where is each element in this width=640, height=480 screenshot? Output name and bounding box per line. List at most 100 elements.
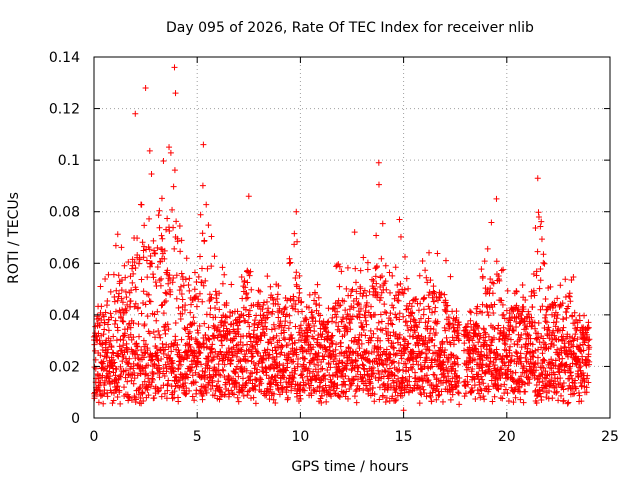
data-point (335, 323, 342, 330)
data-point (141, 371, 148, 378)
data-point (238, 274, 245, 281)
data-point (100, 331, 107, 338)
data-point (196, 290, 203, 297)
data-point (430, 326, 437, 333)
data-point (291, 339, 298, 346)
data-point (282, 367, 289, 374)
data-point (107, 373, 114, 380)
data-point (453, 308, 460, 315)
data-point (194, 327, 201, 334)
data-point (150, 370, 157, 377)
data-point (500, 266, 507, 273)
data-point (246, 307, 253, 314)
data-point (508, 352, 515, 359)
data-point (272, 400, 279, 407)
data-point (308, 309, 315, 316)
data-point (392, 330, 399, 337)
data-point (495, 322, 502, 329)
data-point (215, 378, 222, 385)
data-point (315, 294, 322, 301)
data-point (383, 394, 390, 401)
data-point (438, 388, 445, 395)
data-point (265, 309, 272, 316)
data-point (276, 361, 283, 368)
data-point (195, 273, 202, 280)
data-point (565, 293, 572, 300)
data-point (426, 249, 433, 256)
data-point (100, 358, 107, 365)
data-point (331, 356, 338, 363)
data-point (540, 364, 547, 371)
data-point (395, 360, 402, 367)
data-point (292, 323, 299, 330)
data-point (419, 349, 426, 356)
data-point (552, 323, 559, 330)
data-point (341, 298, 348, 305)
data-point (413, 295, 420, 302)
data-point (373, 280, 380, 287)
data-point (230, 391, 237, 398)
data-point (404, 341, 411, 348)
data-point (519, 281, 526, 288)
data-point (522, 354, 529, 361)
data-point (316, 302, 323, 309)
data-point (340, 365, 347, 372)
data-point (499, 301, 506, 308)
data-point (367, 337, 374, 344)
data-point (313, 300, 320, 307)
data-point (505, 362, 512, 369)
data-point (116, 389, 123, 396)
data-point (249, 344, 256, 351)
data-point (456, 321, 463, 328)
data-point (375, 319, 382, 326)
data-point (538, 396, 545, 403)
data-point (496, 277, 503, 284)
data-point (536, 387, 543, 394)
data-point (242, 306, 249, 313)
data-point (158, 393, 165, 400)
data-point (352, 357, 359, 364)
data-point (543, 311, 550, 318)
data-point (202, 277, 209, 284)
data-point (220, 367, 227, 374)
data-point (176, 222, 183, 229)
data-point (275, 282, 282, 289)
data-point (529, 353, 536, 360)
data-point (522, 388, 529, 395)
data-point (419, 383, 426, 390)
data-point (355, 336, 362, 343)
data-point (248, 286, 255, 293)
data-point (560, 324, 567, 331)
data-point (260, 312, 267, 319)
data-point (192, 379, 199, 386)
data-point (555, 381, 562, 388)
data-point (368, 303, 375, 310)
data-point (498, 383, 505, 390)
data-point (238, 346, 245, 353)
data-point (246, 387, 253, 394)
data-point (234, 394, 241, 401)
data-point (175, 304, 182, 311)
data-point (270, 321, 277, 328)
data-point (566, 347, 573, 354)
data-point (415, 342, 422, 349)
data-point (354, 301, 361, 308)
data-point (164, 321, 171, 328)
data-point (386, 365, 393, 372)
data-point (172, 319, 179, 326)
data-point (163, 395, 170, 402)
data-point (149, 376, 156, 383)
data-point (533, 367, 540, 374)
data-point (296, 289, 303, 296)
data-point (442, 327, 449, 334)
data-point (431, 298, 438, 305)
data-point (187, 309, 194, 316)
data-point (477, 332, 484, 339)
data-point (401, 350, 408, 357)
data-point (205, 335, 212, 342)
data-point (351, 393, 358, 400)
data-point (193, 363, 200, 370)
data-point (328, 393, 335, 400)
data-point (358, 340, 365, 347)
data-point (343, 388, 350, 395)
